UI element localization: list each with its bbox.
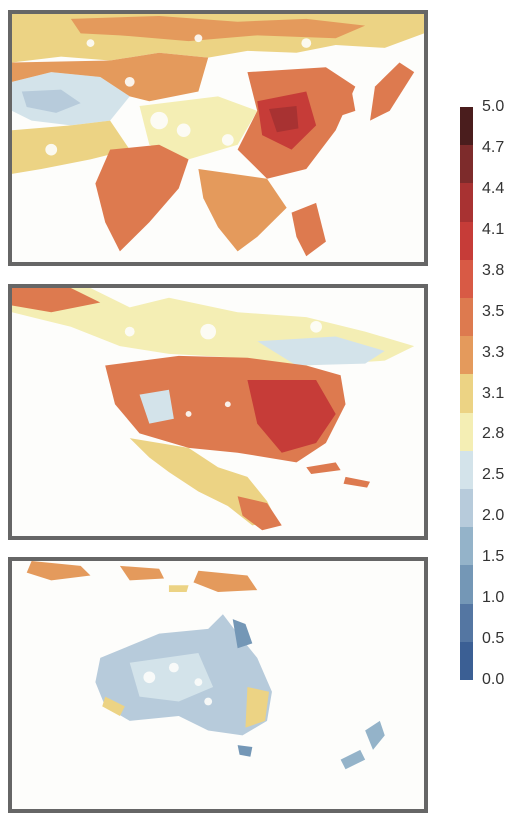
southeast-asia-region — [198, 169, 287, 252]
colorbar-tick-label: 0.5 — [482, 630, 505, 648]
colorbar-tick-label: 3.5 — [482, 302, 505, 320]
colorbar-segment — [460, 145, 473, 184]
oceania-map — [26, 561, 385, 770]
caribbean-islands — [306, 462, 341, 474]
nz-north-island — [365, 720, 385, 750]
north-america-map — [12, 288, 415, 531]
colorbar-segment — [460, 489, 473, 528]
colorbar-tick-label: 4.1 — [482, 220, 505, 238]
colorbar-tick-label: 3.3 — [482, 343, 505, 361]
nz-south-island — [340, 749, 366, 770]
colorbar-tick-label: 5.0 — [482, 98, 505, 115]
colorbar-tick-label: 2.8 — [482, 425, 505, 443]
sumatra-region — [26, 561, 91, 581]
map-panel-asia — [8, 10, 428, 266]
steppe-region — [12, 52, 209, 102]
australia-east-coast — [245, 686, 270, 728]
colorbar-tick-label: 1.5 — [482, 548, 505, 566]
australia-interior — [129, 653, 214, 702]
colorbar-segment — [460, 374, 473, 414]
cape-york — [232, 619, 253, 649]
colorbar-tick-label: 2.0 — [482, 507, 505, 525]
colorbar-segment — [460, 183, 473, 223]
timor-region — [168, 585, 189, 592]
korea-region — [335, 83, 356, 116]
alaska-warm — [12, 288, 101, 313]
japan-region — [370, 62, 415, 121]
colorbar-tick-label: 4.4 — [482, 179, 505, 197]
no-data-gaps — [45, 34, 312, 156]
colorbar-segment — [460, 336, 473, 375]
eastern-usa-hotspot — [247, 380, 336, 453]
islands-region — [291, 202, 326, 257]
colorbar-tick-label: 1.0 — [482, 589, 505, 607]
colorbar-segment — [460, 641, 473, 681]
colorbar-tick-label: 4.7 — [482, 138, 505, 156]
caribbean-islands-east — [343, 476, 371, 488]
colorbar-segment — [460, 450, 473, 490]
no-data-gaps — [143, 662, 213, 706]
colorbar-tick-label: 3.8 — [482, 261, 505, 279]
central-america-warm — [237, 496, 282, 531]
asia-map — [12, 14, 424, 257]
colorbar-segment — [460, 603, 473, 643]
colorbar-tick-label: 0.0 — [482, 671, 505, 688]
colorbar-segment — [460, 107, 473, 146]
canada-cool — [257, 336, 385, 366]
china-hotspot — [269, 106, 299, 133]
siberia-warm-region — [70, 15, 366, 42]
middle-east-region — [12, 120, 130, 174]
colorbar — [460, 107, 473, 681]
no-data-gaps — [124, 320, 322, 417]
colorbar-tick-label: 3.1 — [482, 384, 505, 402]
tasmania-region — [237, 745, 253, 757]
map-panel-north-america — [8, 284, 428, 540]
australia-west-coast — [102, 696, 125, 716]
colorbar-segment — [460, 527, 473, 566]
colorbar-segment — [460, 221, 473, 261]
colorbar-segment — [460, 298, 473, 337]
map-panel-oceania — [8, 557, 428, 813]
india-region — [95, 144, 189, 252]
java-region — [119, 565, 165, 581]
colorbar-segment — [460, 412, 473, 452]
papua-region — [193, 570, 258, 592]
colorbar-segment — [460, 565, 473, 605]
caspian-cool — [21, 89, 81, 113]
colorbar-segment — [460, 259, 473, 299]
rockies-cool — [139, 389, 174, 424]
colorbar-tick-label: 2.5 — [482, 466, 505, 484]
